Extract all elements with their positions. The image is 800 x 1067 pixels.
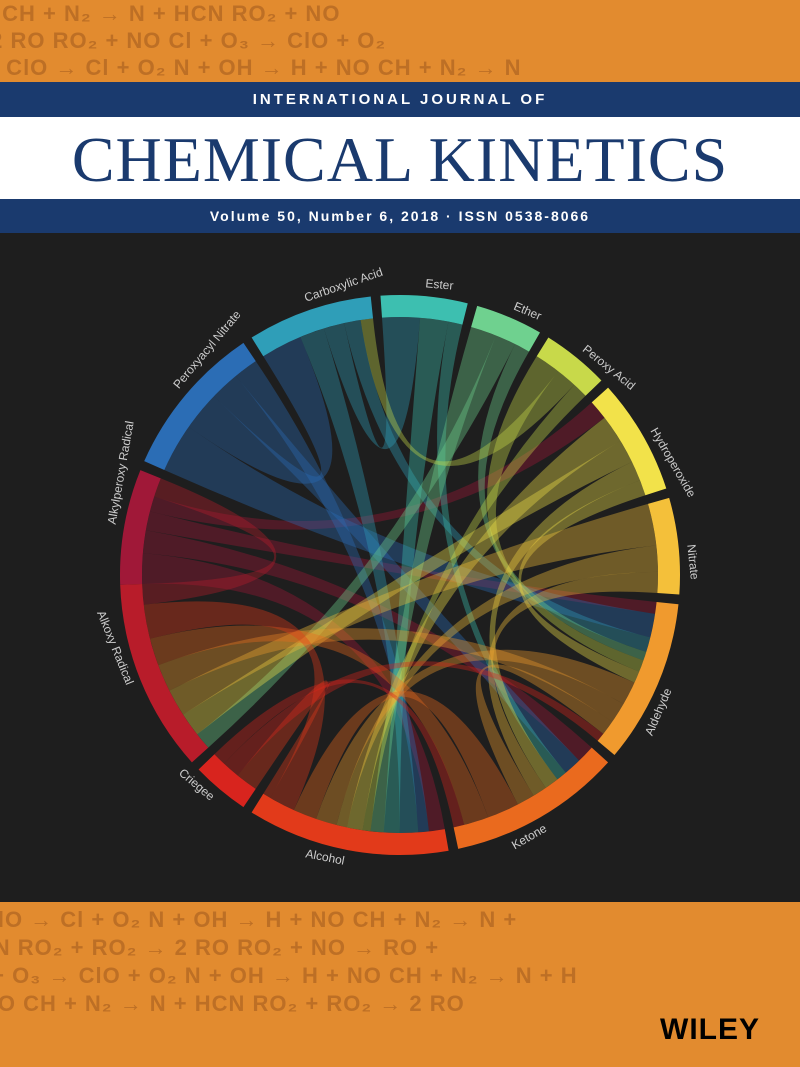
journal-issue-info: Volume 50, Number 6, 2018 · ISSN 0538-80…: [0, 199, 800, 233]
chord-arc-label: Ester: [425, 276, 454, 292]
formula-line: + NO CH + N₂ → N + HCN RO₂ + RO₂ → 2 RO: [0, 990, 465, 1018]
journal-subtitle-top: INTERNATIONAL JOURNAL OF: [0, 82, 800, 117]
formula-line: Cl + O₃ → ClO + O₂ N + OH → H + NO CH + …: [0, 962, 578, 990]
formula-line: + ClO → Cl + O₂ N + OH → H + NO CH + N₂ …: [0, 906, 517, 934]
bottom-formula-band: + ClO → Cl + O₂ N + OH → H + NO CH + N₂ …: [0, 902, 800, 1067]
publisher-logo: WILEY: [660, 1013, 760, 1047]
chord-arc-label: Nitrate: [684, 544, 702, 581]
top-formula-band: NO CH + N₂ → N + HCN RO₂ + NO → 2 RO RO₂…: [0, 0, 800, 82]
chord-arc-label: Ether: [512, 299, 544, 323]
chord-diagram-area: Alkylperoxy RadicalPeroxyacyl NitrateCar…: [0, 250, 800, 900]
title-block: INTERNATIONAL JOURNAL OF CHEMICAL KINETI…: [0, 82, 800, 233]
chord-arc-label: Alcohol: [304, 846, 345, 867]
formula-line: O + ClO → Cl + O₂ N + OH → H + NO CH + N…: [0, 54, 521, 82]
journal-title: CHEMICAL KINETICS: [0, 117, 800, 199]
chord-arc-label: Carboxylic Acid: [302, 265, 384, 305]
formula-line: → 2 RO RO₂ + NO Cl + O₃ → ClO + O₂: [0, 27, 386, 55]
formula-line: HCN RO₂ + RO₂ → 2 RO RO₂ + NO → RO +: [0, 934, 439, 962]
chord-diagram: Alkylperoxy RadicalPeroxyacyl NitrateCar…: [30, 250, 770, 900]
formula-line: NO CH + N₂ → N + HCN RO₂ + NO: [0, 0, 340, 28]
